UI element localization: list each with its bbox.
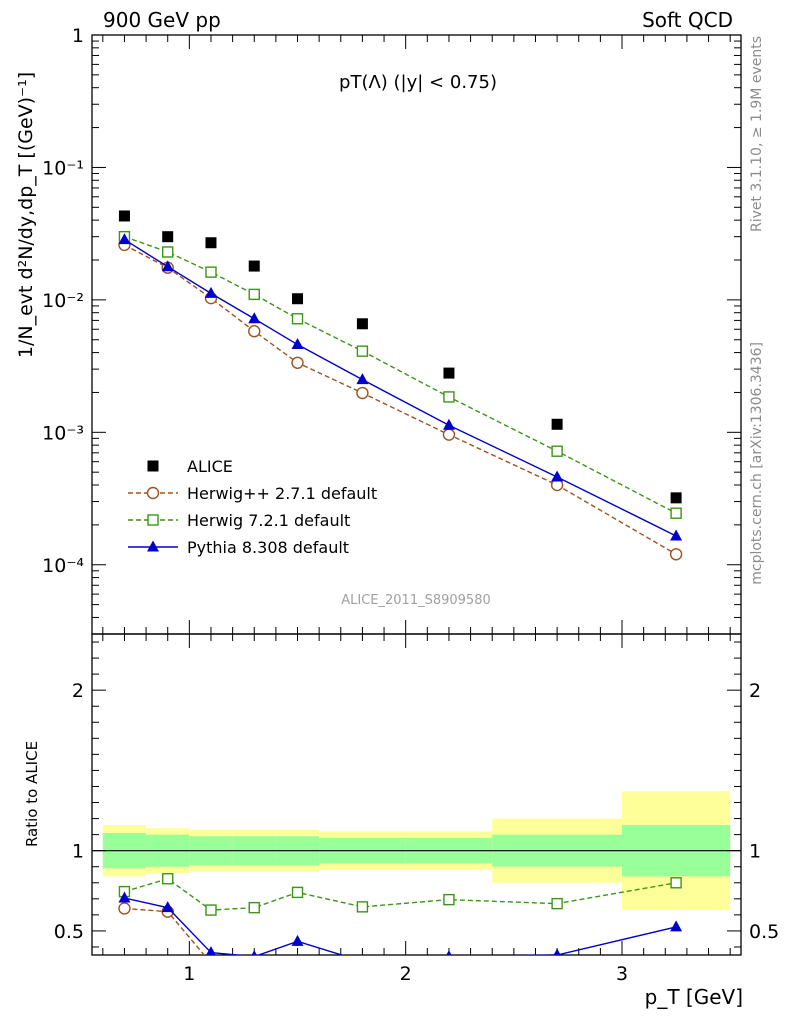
- legend-marker: [147, 460, 159, 472]
- point-alice0: [162, 231, 174, 243]
- point-alice0: [205, 237, 217, 249]
- data-marks: [118, 210, 683, 985]
- legend: ALICE Herwig++ 2.7.1 default Herwig 7.2.1 …: [128, 457, 377, 557]
- point-herwig1: [248, 325, 261, 338]
- point-alice0: [551, 418, 563, 430]
- ratio-point-ratio-1: [291, 886, 304, 899]
- ratio-point-ratio-1: [551, 897, 563, 910]
- ratio-tick-label-left: 1: [72, 841, 84, 863]
- ratio-point-ratio-2: [553, 948, 561, 955]
- ratio-point-ratio-0: [357, 970, 368, 981]
- watermark: ALICE_2011_S8909580: [341, 593, 491, 608]
- point-pythia3: [161, 260, 174, 272]
- ratio-point-ratio-2: [161, 901, 174, 913]
- point-herwig2: [248, 288, 260, 301]
- point-pythia3: [442, 418, 455, 430]
- y-tick-label: 10⁻³: [42, 422, 84, 444]
- ratio-point-ratio-2: [251, 950, 257, 955]
- rivet-label: Rivet 3.1.10, ≥ 1.9M events: [749, 36, 765, 232]
- series-line-herwig2: [124, 236, 677, 514]
- ratio-point-ratio-1: [162, 873, 174, 885]
- point-alice0: [118, 210, 130, 222]
- ratio-point-ratio-1: [248, 901, 260, 914]
- point-pythia3: [356, 373, 369, 385]
- point-pythia3: [291, 338, 304, 350]
- point-herwig1: [442, 428, 456, 441]
- x-tick-label: 3: [616, 963, 628, 985]
- y-tick-label: 10⁻⁴: [42, 555, 84, 577]
- ratio-line-ratio-0: [124, 907, 206, 955]
- point-alice0: [443, 367, 455, 379]
- ratio-point-ratio-2: [446, 950, 452, 955]
- legend-label: ALICE: [187, 457, 233, 476]
- legend-label: Herwig 7.2.1 default: [187, 511, 350, 530]
- ratio-tick-label-right: 2: [749, 680, 761, 702]
- point-pythia3: [204, 286, 217, 298]
- legend-marker: [146, 486, 160, 500]
- ratio-point-ratio-2: [291, 934, 304, 946]
- ratio-point-ratio-1: [356, 901, 369, 913]
- point-herwig2: [551, 445, 563, 457]
- point-alice0: [292, 293, 304, 305]
- ratio-point-ratio-0: [671, 958, 682, 969]
- legend-marker: [147, 514, 159, 526]
- point-pythia3: [551, 470, 564, 482]
- x-tick-label: 2: [400, 963, 412, 985]
- ratio-axis-label: Ratio to ALICE: [23, 741, 41, 847]
- ratio-point-ratio-0: [552, 959, 563, 970]
- x-tick-label: 1: [183, 963, 195, 985]
- x-axis-label: p_T [GeV]: [645, 985, 743, 1009]
- header-right: Soft QCD: [642, 8, 733, 32]
- y-tick-label: 10⁻²: [42, 290, 84, 312]
- ratio-point-ratio-2: [206, 946, 216, 955]
- point-pythia3: [670, 529, 683, 541]
- y-tick-label: 10⁻¹: [42, 157, 84, 179]
- ratio-point-ratio-2: [670, 920, 683, 932]
- point-alice0: [356, 318, 368, 330]
- legend-label: Pythia 8.308 default: [187, 538, 349, 557]
- point-herwig2: [162, 246, 174, 258]
- ratio-tick-label-left: 0.5: [54, 921, 84, 943]
- point-herwig1: [356, 386, 369, 400]
- ratio-tick-label-right: 1: [749, 841, 761, 863]
- point-pythia3: [118, 233, 131, 245]
- y-axis-label: 1/N_evt d²N/dy,dp_T [(GeV)⁻¹]: [15, 72, 37, 358]
- legend-marker: [147, 540, 159, 552]
- mcplots-label: mcplots.cern.ch [arXiv:1306.3436]: [749, 342, 765, 585]
- point-pythia3: [248, 312, 261, 324]
- ratio-uncertainty-bands: [92, 791, 741, 911]
- ratio-tick-label-left: 2: [72, 680, 84, 702]
- plot-title: pT(Λ) (|y| < 0.75): [339, 72, 497, 93]
- point-herwig1: [669, 548, 683, 561]
- ratio-point-ratio-1: [670, 877, 682, 889]
- ratio-point-ratio-1: [205, 904, 217, 916]
- header-left: 900 GeV pp: [103, 8, 221, 32]
- ratio-tick-label-right: 0.5: [749, 921, 779, 943]
- ratio-point-ratio-0: [205, 958, 216, 969]
- ratio-point-ratio-0: [118, 902, 131, 915]
- point-herwig2: [356, 345, 369, 357]
- point-herwig2: [205, 266, 217, 278]
- point-herwig2: [443, 391, 455, 403]
- ratio-series: [118, 873, 683, 985]
- point-herwig2: [670, 507, 682, 519]
- ratio-point-ratio-1: [443, 893, 455, 906]
- point-herwig2: [291, 313, 304, 325]
- point-herwig1: [291, 356, 304, 369]
- legend-label: Herwig++ 2.7.1 default: [187, 484, 377, 503]
- plot-frames: [91, 34, 742, 956]
- ratio-point-ratio-0: [292, 974, 303, 985]
- y-tick-label: 1: [72, 25, 84, 47]
- ratio-point-ratio-0: [249, 966, 260, 977]
- ratio-point-ratio-2: [118, 891, 131, 903]
- point-alice0: [248, 260, 260, 272]
- ratio-point-ratio-0: [443, 964, 454, 975]
- bottom-frame: [91, 633, 742, 956]
- point-alice0: [670, 492, 682, 504]
- ratio-point-ratio-2: [362, 954, 363, 955]
